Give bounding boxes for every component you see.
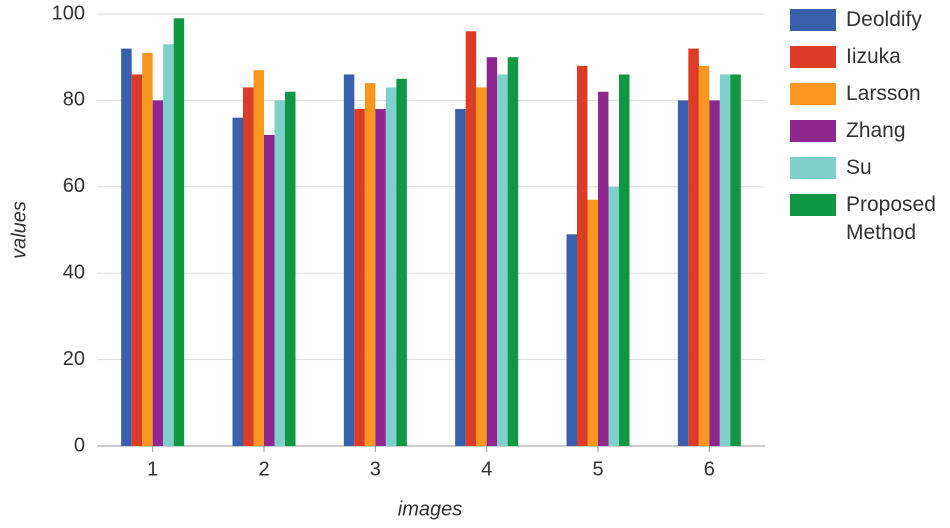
bar bbox=[396, 78, 407, 447]
bar bbox=[577, 65, 588, 446]
legend: Deoldify Iizuka Larsson Zhang Su Proposed Met… bbox=[790, 6, 940, 256]
bar bbox=[709, 100, 720, 447]
x-tick-label: 3 bbox=[370, 458, 381, 480]
x-tick-label: 2 bbox=[258, 458, 269, 480]
legend-label: Iizuka bbox=[846, 45, 901, 68]
bar bbox=[455, 109, 466, 446]
legend-swatch bbox=[790, 46, 836, 68]
legend-label: Proposed Method bbox=[846, 193, 936, 244]
x-tick-label: 4 bbox=[481, 458, 492, 480]
y-tick-label: 100 bbox=[52, 2, 85, 24]
legend-swatch bbox=[790, 194, 836, 216]
legend-label: Su bbox=[846, 156, 872, 179]
bar bbox=[677, 100, 689, 447]
bar bbox=[274, 100, 285, 447]
bar bbox=[173, 18, 185, 446]
legend-item: Proposed Method bbox=[790, 191, 940, 247]
x-tick-label: 5 bbox=[592, 458, 603, 480]
bar bbox=[343, 74, 355, 446]
bar bbox=[566, 234, 577, 446]
legend-swatch bbox=[790, 9, 836, 31]
bar bbox=[131, 74, 143, 446]
bar bbox=[719, 74, 731, 446]
legend-label: Larsson bbox=[846, 82, 921, 105]
bar bbox=[364, 83, 376, 447]
legend-label: Zhang bbox=[846, 119, 906, 142]
bar bbox=[243, 87, 254, 446]
bar bbox=[688, 48, 699, 447]
y-tick-label: 80 bbox=[63, 89, 85, 111]
bar bbox=[476, 87, 487, 446]
y-axis-label: values bbox=[8, 201, 30, 259]
y-tick-label: 20 bbox=[63, 348, 85, 370]
bar bbox=[385, 87, 397, 446]
legend-item: Iizuka bbox=[790, 43, 940, 71]
bar bbox=[375, 109, 386, 446]
y-tick-label: 60 bbox=[63, 175, 85, 197]
bar bbox=[121, 48, 132, 447]
legend-item: Larsson bbox=[790, 80, 940, 108]
bar bbox=[163, 44, 174, 447]
legend-swatch bbox=[790, 83, 836, 105]
bar bbox=[587, 199, 598, 446]
legend-label: Deoldify bbox=[846, 8, 922, 31]
bar bbox=[598, 91, 609, 446]
bar bbox=[619, 74, 630, 446]
bar bbox=[142, 52, 153, 446]
bar bbox=[507, 57, 519, 446]
bar bbox=[354, 109, 365, 446]
bar bbox=[698, 65, 710, 446]
bar bbox=[486, 57, 498, 446]
bar bbox=[497, 74, 508, 446]
chart: images values 0 20 40 60 80 100 1 2 3 4 5 6 bbox=[8, 2, 765, 520]
bar bbox=[730, 74, 741, 446]
y-tick-label: 40 bbox=[63, 261, 85, 283]
bar bbox=[608, 186, 619, 447]
x-axis-label: images bbox=[398, 498, 462, 520]
bar bbox=[264, 134, 275, 446]
bar bbox=[232, 117, 243, 447]
legend-swatch bbox=[790, 120, 836, 142]
bar bbox=[253, 70, 264, 446]
bar bbox=[152, 100, 164, 447]
x-tick-label: 6 bbox=[704, 458, 715, 480]
x-tick-label: 1 bbox=[147, 458, 158, 480]
legend-swatch bbox=[790, 157, 836, 179]
legend-item: Su bbox=[790, 154, 940, 182]
bar bbox=[465, 31, 477, 447]
legend-item: Deoldify bbox=[790, 6, 940, 34]
legend-item: Zhang bbox=[790, 117, 940, 145]
bar bbox=[285, 91, 296, 446]
y-tick-label: 0 bbox=[74, 434, 85, 456]
